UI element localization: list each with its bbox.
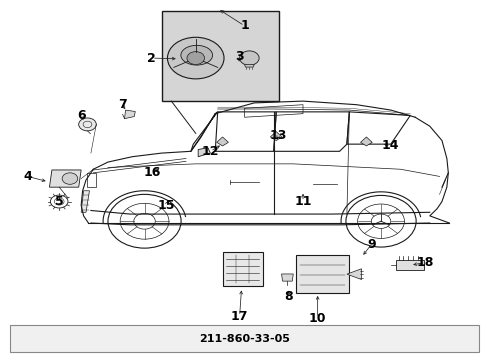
Polygon shape (360, 137, 371, 146)
Text: 9: 9 (366, 238, 375, 251)
Text: 14: 14 (381, 139, 399, 152)
Text: 16: 16 (143, 166, 160, 179)
Polygon shape (49, 170, 81, 187)
Polygon shape (270, 132, 282, 140)
Text: 4: 4 (23, 170, 32, 183)
Text: 18: 18 (415, 256, 433, 269)
Circle shape (167, 37, 224, 79)
Polygon shape (124, 110, 135, 119)
Bar (222, 252, 262, 286)
Polygon shape (346, 269, 361, 279)
Text: 5: 5 (55, 195, 63, 208)
Circle shape (62, 173, 78, 184)
Bar (161, 12, 278, 101)
Circle shape (239, 51, 259, 65)
Text: 13: 13 (269, 129, 287, 142)
Bar (295, 255, 348, 293)
Polygon shape (216, 137, 228, 146)
Polygon shape (198, 148, 210, 157)
Text: 12: 12 (201, 145, 219, 158)
Text: 211-860-33-05: 211-860-33-05 (199, 334, 289, 344)
Circle shape (79, 118, 96, 131)
Text: 11: 11 (294, 195, 311, 208)
Text: 6: 6 (77, 109, 85, 122)
Polygon shape (281, 274, 293, 281)
Text: 2: 2 (147, 51, 156, 64)
Bar (395, 260, 423, 270)
Circle shape (186, 51, 204, 64)
Polygon shape (81, 191, 89, 212)
Ellipse shape (181, 45, 212, 65)
Bar (10, 325, 478, 352)
Text: 15: 15 (158, 199, 175, 212)
Text: 10: 10 (308, 311, 325, 325)
Polygon shape (244, 64, 254, 67)
Text: 8: 8 (284, 290, 292, 303)
Text: 17: 17 (230, 310, 248, 323)
Text: 1: 1 (240, 19, 248, 32)
Text: 7: 7 (118, 98, 127, 111)
Text: 3: 3 (235, 50, 244, 63)
